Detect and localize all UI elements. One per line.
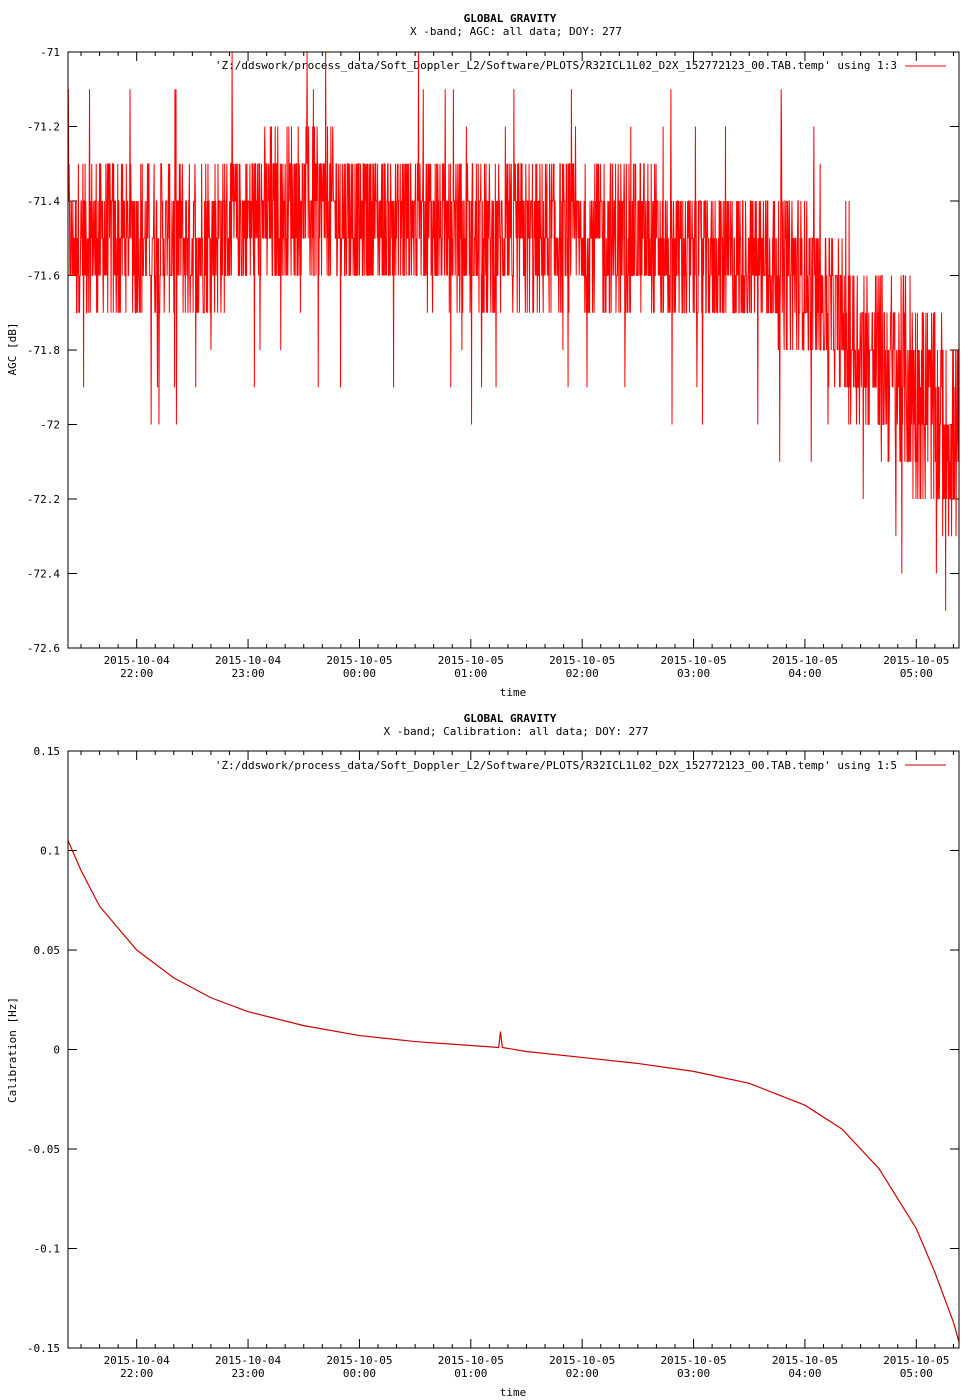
calibration-x-tick-time-label: 04:00 (788, 1367, 821, 1380)
calibration-chart-legend-label: 'Z:/ddswork/process_data/Soft_Doppler_L2… (215, 759, 897, 772)
agc-x-tick-date-label: 2015-10-05 (438, 654, 504, 667)
agc-chart-series (67, 51, 960, 611)
agc-x-tick-date-label: 2015-10-05 (326, 654, 392, 667)
calibration-x-tick-time-label: 02:00 (566, 1367, 599, 1380)
agc-y-tick-label: -71.2 (27, 121, 60, 134)
agc-y-tick-label: -72 (40, 419, 60, 432)
calibration-x-tick-date-label: 2015-10-05 (660, 1354, 726, 1367)
agc-x-tick-time-label: 03:00 (677, 667, 710, 680)
agc-chart-legend-label: 'Z:/ddswork/process_data/Soft_Doppler_L2… (215, 59, 897, 72)
calibration-chart: GLOBAL GRAVITY X -band; Calibration: all… (6, 712, 960, 1399)
calibration-x-tick-time-label: 23:00 (231, 1367, 264, 1380)
calibration-y-tick-label: 0 (53, 1044, 60, 1057)
agc-chart-y-ticks: -71 -71.2 -71.4 -71.6 -71.8 -72 -72.2 -72.4 -72.… (27, 46, 959, 655)
agc-x-tick-time-label: 02:00 (566, 667, 599, 680)
calibration-x-tick-date-label: 2015-10-05 (883, 1354, 949, 1367)
calibration-x-tick-date-label: 2015-10-05 (549, 1354, 615, 1367)
agc-chart-ylabel: AGC [dB] (6, 323, 19, 376)
calibration-x-tick-date-label: 2015-10-04 (104, 1354, 171, 1367)
agc-y-tick-label: -72.6 (27, 642, 60, 655)
calibration-chart-y-ticks: 0.15 0.1 0.05 0 -0.05 -0.1 -0.15 (27, 745, 959, 1355)
agc-x-tick-time-label: 00:00 (343, 667, 376, 680)
agc-x-tick-time-label: 05:00 (900, 667, 933, 680)
calibration-x-tick-time-label: 01:00 (454, 1367, 487, 1380)
agc-y-tick-label: -71 (40, 46, 60, 59)
calibration-y-tick-label: -0.15 (27, 1342, 60, 1355)
calibration-chart-ylabel: Calibration [Hz] (6, 997, 19, 1103)
agc-y-tick-label: -71.6 (27, 270, 60, 283)
calibration-x-tick-time-label: 22:00 (120, 1367, 153, 1380)
agc-x-tick-date-label: 2015-10-05 (660, 654, 726, 667)
calibration-x-tick-date-label: 2015-10-04 (215, 1354, 282, 1367)
calibration-x-tick-date-label: 2015-10-05 (772, 1354, 838, 1367)
calibration-chart-plot-frame (67, 750, 960, 1349)
agc-chart: GLOBAL GRAVITY X -band; AGC: all data; D… (6, 12, 960, 699)
calibration-x-tick-date-label: 2015-10-05 (326, 1354, 392, 1367)
agc-x-tick-date-label: 2015-10-04 (215, 654, 282, 667)
calibration-y-tick-label: 0.05 (34, 944, 61, 957)
agc-chart-xlabel: time (500, 686, 527, 699)
calibration-chart-title: GLOBAL GRAVITY (464, 712, 557, 725)
agc-chart-x-ticks: 2015-10-0422:002015-10-0423:002015-10-05… (80, 52, 954, 680)
calibration-series-line (67, 840, 960, 1343)
agc-x-tick-date-label: 2015-10-05 (883, 654, 949, 667)
agc-y-tick-label: -72.4 (27, 568, 60, 581)
agc-y-tick-label: -72.2 (27, 493, 60, 506)
calibration-y-tick-label: -0.05 (27, 1143, 60, 1156)
calibration-x-tick-time-label: 03:00 (677, 1367, 710, 1380)
agc-x-tick-time-label: 22:00 (120, 667, 153, 680)
calibration-chart-series (67, 840, 960, 1343)
calibration-y-tick-label: 0.1 (40, 845, 60, 858)
agc-chart-title: GLOBAL GRAVITY (464, 12, 557, 25)
calibration-chart-xlabel: time (500, 1386, 527, 1399)
calibration-y-tick-label: -0.1 (34, 1243, 61, 1256)
agc-y-tick-label: -71.4 (27, 195, 60, 208)
agc-x-tick-date-label: 2015-10-05 (549, 654, 615, 667)
calibration-x-tick-date-label: 2015-10-05 (438, 1354, 504, 1367)
agc-x-tick-date-label: 2015-10-05 (772, 654, 838, 667)
agc-chart-subtitle: X -band; AGC: all data; DOY: 277 (410, 25, 622, 38)
agc-x-tick-date-label: 2015-10-04 (104, 654, 171, 667)
calibration-chart-subtitle: X -band; Calibration: all data; DOY: 277 (384, 725, 649, 738)
agc-series-line (67, 51, 960, 611)
agc-y-tick-label: -71.8 (27, 344, 60, 357)
calibration-y-tick-label: 0.15 (34, 745, 61, 758)
calibration-chart-x-ticks: 2015-10-0422:002015-10-0423:002015-10-05… (80, 751, 954, 1380)
agc-x-tick-time-label: 04:00 (788, 667, 821, 680)
calibration-x-tick-time-label: 05:00 (900, 1367, 933, 1380)
agc-x-tick-time-label: 23:00 (231, 667, 264, 680)
agc-chart-plot-frame (67, 51, 960, 649)
agc-x-tick-time-label: 01:00 (454, 667, 487, 680)
calibration-x-tick-time-label: 00:00 (343, 1367, 376, 1380)
